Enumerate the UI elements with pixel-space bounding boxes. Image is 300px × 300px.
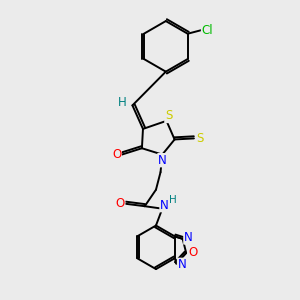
- Text: S: S: [196, 132, 203, 145]
- Text: O: O: [112, 148, 121, 161]
- Text: O: O: [116, 197, 125, 210]
- Text: O: O: [188, 246, 197, 260]
- Text: H: H: [118, 96, 127, 109]
- Text: Cl: Cl: [202, 24, 213, 37]
- Text: H: H: [169, 194, 177, 205]
- Text: N: N: [178, 258, 186, 272]
- Text: N: N: [158, 154, 167, 167]
- Text: N: N: [184, 231, 193, 244]
- Text: N: N: [160, 199, 169, 212]
- Text: S: S: [165, 110, 172, 122]
